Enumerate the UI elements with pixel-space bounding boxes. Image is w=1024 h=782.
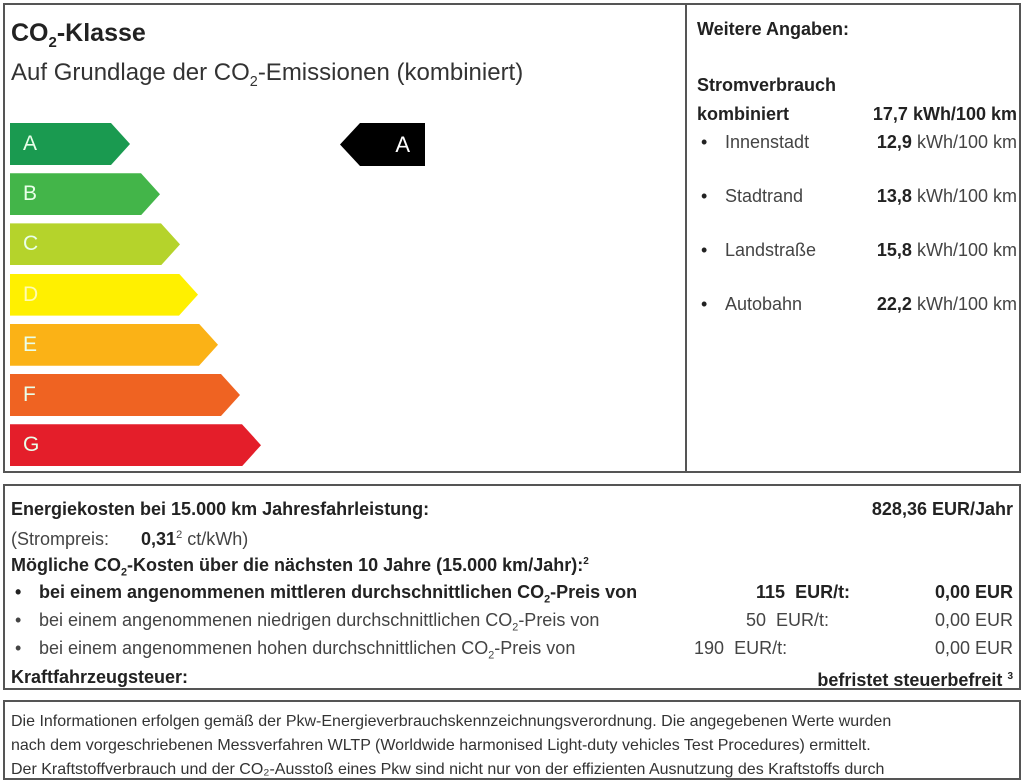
class-bar-e: E (10, 324, 218, 366)
combined-row: kombiniert 17,7 kWh/100 km (697, 104, 1017, 124)
item-value: 22,2 (876, 294, 912, 314)
legal-notice: Die Informationen erfolgen gemäß der Pkw… (3, 700, 1021, 780)
class-bar-b: B (10, 173, 160, 215)
power-consumption-heading: Stromverbrauch (697, 75, 837, 95)
class-bar-a: A (10, 123, 130, 165)
co2-label-panel: CO2-Klasse Auf Grundlage der CO2-Emissio… (3, 3, 1021, 473)
further-info-heading: Weitere Angaben: (697, 19, 850, 39)
consumption-item: Autobahn 22,2 kWh/100 km (697, 291, 1017, 317)
costs-panel: Energiekosten bei 15.000 km Jahresfahrle… (3, 484, 1021, 690)
item-label: Landstraße (725, 240, 817, 260)
item-unit: kWh/100 km (916, 294, 1017, 314)
item-label: Innenstadt (725, 132, 810, 152)
item-value: 15,8 (876, 240, 912, 260)
class-bar-f: F (10, 374, 240, 416)
item-value: 13,8 (876, 186, 912, 206)
further-info: Weitere Angaben: Stromverbrauch kombinie… (697, 5, 1017, 317)
co2-scenario-row: bei einem angenommenen hohen durchschnit… (11, 635, 1013, 662)
co2-class-subtitle: Auf Grundlage der CO2-Emissionen (kombin… (11, 59, 524, 90)
divider (685, 5, 687, 471)
class-bar-g: G (10, 424, 261, 466)
item-unit: kWh/100 km (916, 186, 1017, 206)
notice-line: nach dem vorgeschriebenen Messverfahren … (11, 737, 871, 754)
co2-costs-heading: Mögliche CO2-Kosten über die nächsten 10… (11, 555, 589, 579)
consumption-item: Stadtrand 13,8 kWh/100 km (697, 183, 1017, 209)
current-class-marker: A (340, 123, 425, 166)
vehicle-tax-row: Kraftfahrzeugsteuer: befristet steuerbefr… (11, 667, 1013, 690)
notice-line: Der Kraftstoffverbrauch und der CO₂-Auss… (11, 761, 885, 778)
consumption-item: Innenstadt 12,9 kWh/100 km (697, 129, 1017, 155)
item-label: Stadtrand (725, 186, 804, 206)
co2-scenario-row: bei einem angenommenen mittleren durchsc… (11, 579, 1013, 606)
item-label: Autobahn (725, 294, 803, 314)
item-unit: kWh/100 km (916, 132, 1017, 152)
co2-scenario-row: bei einem angenommenen niedrigen durchsc… (11, 607, 1013, 634)
electricity-price-row: (Strompreis: 0,312 ct/kWh) (11, 529, 249, 549)
class-bar-c: C (10, 223, 180, 265)
consumption-item: Landstraße 15,8 kWh/100 km (697, 237, 1017, 263)
item-value: 12,9 (876, 132, 912, 152)
item-unit: kWh/100 km (916, 240, 1017, 260)
co2-class-title: CO2-Klasse (11, 19, 146, 51)
class-bar-d: D (10, 274, 198, 316)
energy-costs-row: Energiekosten bei 15.000 km Jahresfahrle… (11, 499, 1013, 519)
notice-line: Die Informationen erfolgen gemäß der Pkw… (11, 713, 892, 730)
